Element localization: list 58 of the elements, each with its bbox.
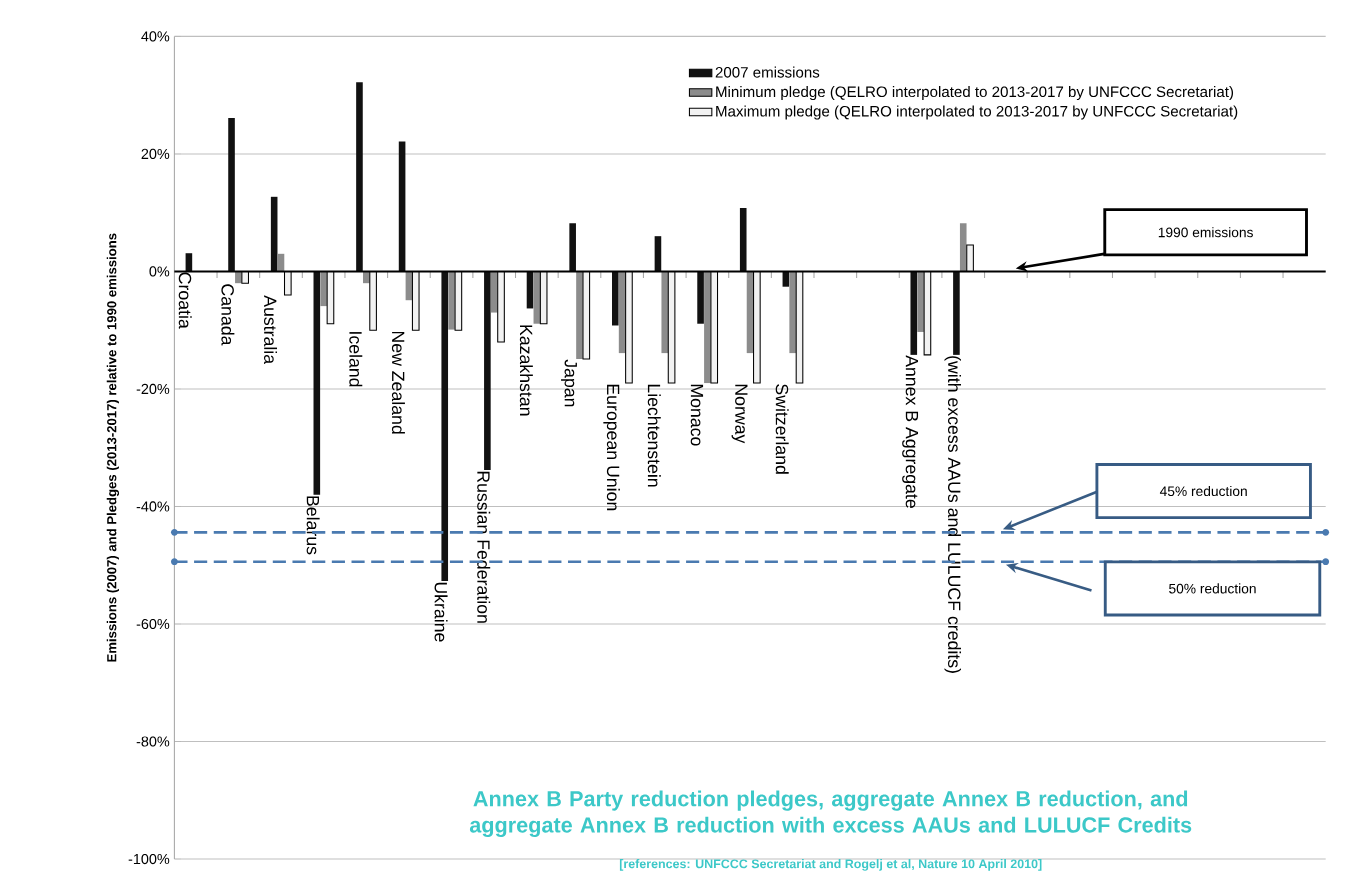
x-tick-label: Norway (731, 384, 748, 444)
x-tick-label: Russian Federation (477, 471, 491, 623)
bar (917, 271, 924, 333)
bar (959, 223, 967, 272)
bar (398, 141, 406, 272)
bar (441, 271, 449, 582)
bar (789, 271, 796, 354)
y-tick-label: 20% (141, 148, 170, 160)
ref-line-label: 1990 emissions (1158, 227, 1253, 238)
bar (746, 271, 754, 354)
y-tick-label: -80% (136, 736, 170, 747)
text: [references: UNFCCC Secretariat and Rogelj et al, Nature 10 April 2010] (619, 859, 1042, 871)
y-tick-label: -100% (128, 854, 170, 865)
x-tick-label: Croatia (178, 272, 192, 329)
bar (448, 271, 455, 330)
ref-line-label: 50% reduction (1169, 583, 1256, 594)
y-tick-label: -20% (136, 383, 170, 395)
bar (704, 271, 711, 384)
bar (611, 271, 619, 326)
bar (313, 271, 321, 495)
x-tick-label: New Zealand (391, 332, 405, 434)
x-tick-label: Belarus (306, 496, 320, 555)
bar (490, 271, 498, 313)
x-tick-label: Canada (221, 284, 235, 346)
bar (576, 271, 583, 360)
legend-label: Minimum pledge (QELRO interpolated to 2013-2017 by UNFCCC Secretariat) (716, 86, 1234, 101)
x-tick-label: Iceland (349, 332, 363, 387)
text: Annex B Party reduction pledges, aggregate Annex B reduction, and aggregate Annex B reduction with excess AAUs and LULUCF Credits (469, 790, 1192, 838)
bar (320, 271, 327, 307)
x-tick-label: (with excess AAUs and LULUCF credits) (944, 356, 961, 674)
bar (697, 271, 704, 324)
x-tick-label: Liechtenstein (647, 384, 661, 487)
x-tick-label: European Union (603, 384, 620, 511)
y-tick-label: -60% (136, 619, 170, 630)
x-tick-label: Kazakhstan (519, 325, 533, 416)
x-tick-label: Australia (264, 295, 278, 365)
legend-label: 2007 emissions (715, 66, 820, 78)
x-tick-label: Monaco (690, 384, 704, 446)
y-tick-label: 0% (149, 266, 170, 277)
x-tick-label: Japan (561, 359, 577, 407)
x-tick-label: Annex B Aggregate (902, 355, 919, 509)
bar (910, 271, 918, 355)
y-tick-label: -40% (136, 501, 170, 512)
bar (618, 271, 626, 354)
bar (484, 271, 491, 471)
legend-label: Maximum pledge (QELRO interpolated to 2013-2017 by UNFCCC Secretariat) (716, 105, 1238, 120)
bar (739, 208, 747, 272)
bar (356, 82, 363, 272)
x-tick-label: Ukraine (434, 582, 448, 642)
y-axis-title: Emissions (2007) and Pledges (2013-2017) relative to 1990 emissions (106, 233, 120, 662)
bar (569, 223, 576, 272)
ref-line-label: 45% reduction (1159, 486, 1247, 497)
y-tick-label: 40% (141, 31, 170, 42)
bar (953, 271, 960, 355)
bar (228, 118, 235, 272)
x-tick-label: Switzerland (775, 384, 789, 474)
bar (533, 271, 541, 324)
bar (661, 271, 669, 354)
